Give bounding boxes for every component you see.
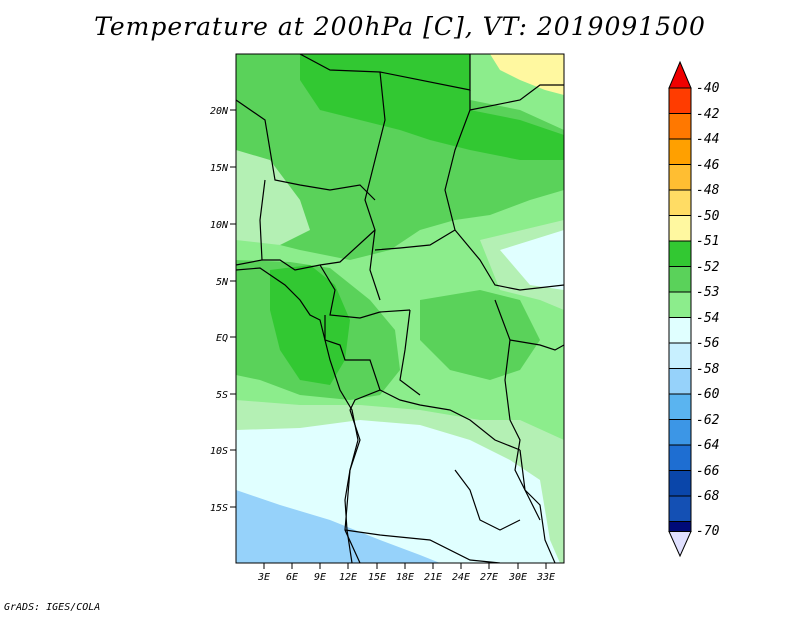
- cbar-label: -62: [696, 413, 720, 428]
- lat-label-20n: 20N: [210, 106, 229, 117]
- cbar-label: -54: [696, 311, 719, 326]
- colorbar-swatch: [668, 419, 692, 446]
- colorbar-swatch: [668, 240, 692, 267]
- map-title: Temperature at 200hPa [C], VT: 201909150…: [94, 12, 706, 41]
- colorbar-swatch: [668, 291, 692, 318]
- plot-frame: [235, 53, 565, 564]
- coastline: [236, 267, 359, 563]
- colorbar-swatch: [668, 138, 692, 165]
- lon-label-3e: 3E: [257, 572, 270, 583]
- colorbar-swatch: [668, 164, 692, 191]
- colorbar-swatch: [668, 87, 692, 114]
- colorbar-labels: -40 -42 -44 -46 -48 -50 -51 -52 -53 -54 …: [696, 81, 720, 539]
- lon-label-6e: 6E: [286, 572, 298, 583]
- cbar-label: -66: [696, 464, 720, 479]
- cbar-label: -52: [696, 260, 720, 275]
- colorbar-swatch: [668, 495, 692, 522]
- cbar-label: -42: [696, 107, 720, 122]
- lon-label-33e: 33E: [536, 572, 555, 583]
- lon-label-24e: 24E: [452, 572, 470, 583]
- cbar-label: -53: [696, 285, 719, 300]
- colorbar-swatch: [668, 189, 692, 216]
- lon-label-27e: 27E: [480, 572, 498, 583]
- lat-label-eq: EQ: [216, 333, 228, 344]
- field-56-east: [500, 230, 564, 290]
- cbar-label: -70: [696, 524, 720, 539]
- field-58-sw: [236, 490, 440, 563]
- cbar-label: -56: [696, 336, 720, 351]
- lon-label-30e: 30E: [508, 572, 527, 583]
- field-51-north: [300, 54, 564, 160]
- lat-label-10n: 10N: [210, 220, 229, 231]
- latitude-axis: 20N 15N 10N 5N EQ 5S 10S 15S: [210, 106, 236, 514]
- lon-label-18e: 18E: [396, 572, 414, 583]
- lat-label-15n: 15N: [210, 163, 229, 174]
- colorbar-swatch: [668, 444, 692, 471]
- country-borders: [236, 54, 564, 563]
- colorbar: [668, 60, 692, 558]
- cbar-label: -44: [696, 132, 719, 147]
- lat-label-10s: 10S: [210, 446, 228, 457]
- field-54-west: [236, 150, 310, 245]
- colorbar-top-arrow: [668, 60, 692, 89]
- longitude-axis: 3E 6E 9E 12E 15E 18E 21E 24E 27E 30E 33E: [257, 563, 555, 583]
- lon-label-12e: 12E: [339, 572, 357, 583]
- cbar-label: -60: [696, 387, 720, 402]
- lat-label-15s: 15S: [210, 503, 228, 514]
- cbar-label: -46: [696, 158, 720, 173]
- colorbar-swatch: [668, 317, 692, 344]
- cbar-label: -50: [696, 209, 720, 224]
- cbar-label: -48: [696, 183, 720, 198]
- colorbar-bottom-arrow: [668, 531, 692, 558]
- colorbar-swatch: [668, 113, 692, 140]
- colorbar-swatch: [668, 393, 692, 420]
- lon-label-9e: 9E: [314, 572, 326, 583]
- lat-label-5n: 5N: [216, 277, 229, 288]
- field-52-east: [420, 290, 540, 380]
- cbar-label: -58: [696, 362, 720, 377]
- cbar-label: -40: [696, 81, 720, 96]
- temperature-field: [236, 54, 564, 563]
- credit-label: GrADS: IGES/COLA: [4, 602, 101, 613]
- colorbar-swatch: [668, 521, 692, 532]
- lon-label-21e: 21E: [424, 572, 442, 583]
- colorbar-swatch: [668, 368, 692, 395]
- field-51-central: [270, 265, 350, 385]
- cbar-label: -51: [696, 234, 719, 249]
- colorbar-swatch: [668, 215, 692, 242]
- lon-label-15e: 15E: [368, 572, 386, 583]
- colorbar-swatch: [668, 470, 692, 497]
- cbar-label: -68: [696, 489, 720, 504]
- colorbar-swatch: [668, 342, 692, 369]
- lat-label-5s: 5S: [216, 390, 228, 401]
- cbar-label: -64: [696, 438, 719, 453]
- colorbar-swatch: [668, 266, 692, 293]
